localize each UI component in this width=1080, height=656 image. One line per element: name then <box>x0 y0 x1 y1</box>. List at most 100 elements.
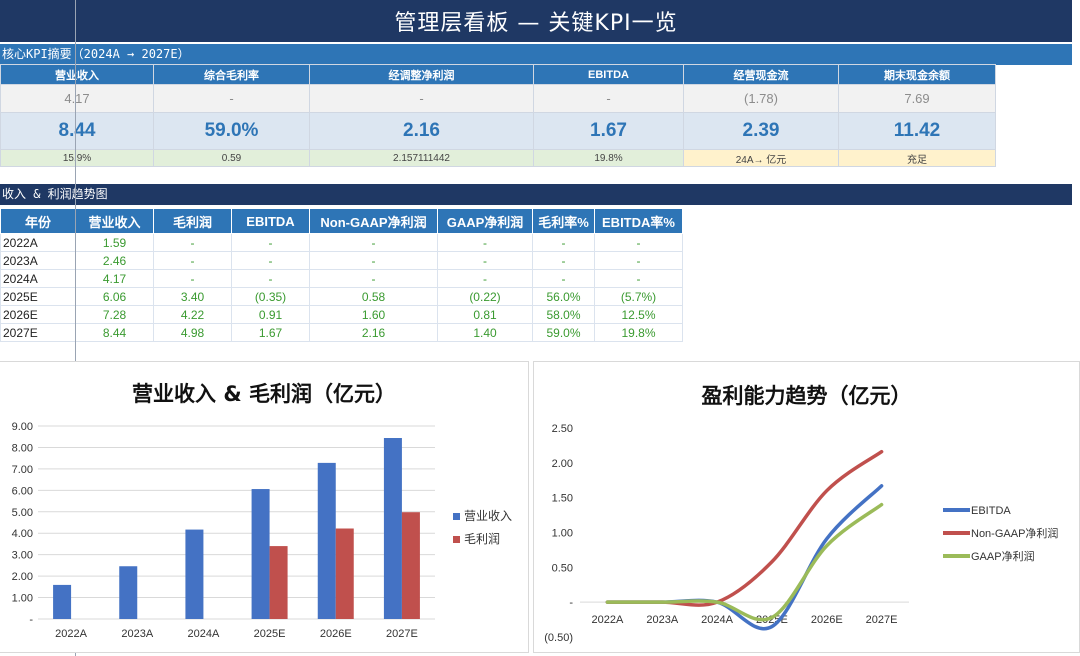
trend-value-cell[interactable]: 6.06 <box>75 287 154 306</box>
trend-value-cell[interactable]: 59.0% <box>532 323 595 342</box>
trend-value-cell[interactable]: 4.17 <box>75 269 154 288</box>
trend-value-cell[interactable]: - <box>594 269 683 288</box>
trend-value-cell[interactable]: - <box>437 269 533 288</box>
table-row: 2026E 7.28 4.22 0.91 1.60 0.81 58.0% 12.5% <box>0 305 683 324</box>
trend-value-cell[interactable]: 0.58 <box>309 287 438 306</box>
trend-value-cell[interactable]: - <box>153 251 232 270</box>
table-row: 2022A 1.59- - - - - - <box>0 233 683 252</box>
trend-value-cell[interactable]: - <box>437 233 533 252</box>
kpi-section-label: 核心KPI摘要（2024A → 2027E） <box>0 44 1072 65</box>
trend-year-cell[interactable]: 2027E <box>0 323 76 342</box>
trend-value-cell[interactable]: (0.35) <box>231 287 310 306</box>
kpi-current-cell[interactable]: 11.42 <box>838 112 996 150</box>
freeze-pane-line <box>75 0 76 656</box>
trend-header-ebitda-margin[interactable]: EBITDA率% <box>594 208 683 234</box>
kpi-prev-cell[interactable]: (1.78) <box>683 84 839 113</box>
trend-header-gross-margin[interactable]: 毛利率% <box>532 208 595 234</box>
kpi-prev-cell[interactable]: - <box>153 84 310 113</box>
legend-label: 营业收入 <box>464 509 512 523</box>
kpi-current-cell[interactable]: 2.16 <box>309 112 534 150</box>
trend-value-cell[interactable]: - <box>309 269 438 288</box>
trend-value-cell[interactable]: 1.67 <box>231 323 310 342</box>
trend-value-cell[interactable]: - <box>231 251 310 270</box>
trend-header-year[interactable]: 年份 <box>0 208 76 234</box>
trend-value-cell[interactable]: - <box>153 233 232 252</box>
trend-value-cell[interactable]: 12.5% <box>594 305 683 324</box>
trend-value-cell[interactable]: 1.59 <box>75 233 154 252</box>
table-row: 2023A 2.46- - - - - - <box>0 251 683 270</box>
trend-value-cell[interactable]: 56.0% <box>532 287 595 306</box>
kpi-prev-cell[interactable]: 7.69 <box>838 84 996 113</box>
trend-value-cell[interactable]: - <box>309 233 438 252</box>
trend-year-cell[interactable]: 2026E <box>0 305 76 324</box>
kpi-note-cell[interactable]: 2.157111442 <box>309 149 534 167</box>
kpi-current-cell[interactable]: 1.67 <box>533 112 684 150</box>
trend-value-cell[interactable]: - <box>231 233 310 252</box>
kpi-note-cell[interactable]: 充足 <box>838 149 996 167</box>
trend-value-cell[interactable]: 8.44 <box>75 323 154 342</box>
trend-value-cell[interactable]: 3.40 <box>153 287 232 306</box>
kpi-note-cell[interactable]: 24A→ 亿元 <box>683 149 839 167</box>
trend-value-cell[interactable]: - <box>309 251 438 270</box>
trend-value-cell[interactable]: - <box>532 233 595 252</box>
trend-value-cell[interactable]: 4.22 <box>153 305 232 324</box>
trend-value-cell[interactable]: - <box>153 269 232 288</box>
trend-value-cell[interactable]: 0.91 <box>231 305 310 324</box>
trend-value-cell[interactable]: 7.28 <box>75 305 154 324</box>
trend-value-cell[interactable]: 1.40 <box>437 323 533 342</box>
kpi-header-revenue[interactable]: 营业收入 <box>0 64 154 85</box>
trend-value-cell[interactable]: - <box>231 269 310 288</box>
profitability-chart-svg: (0.50) - 0.50 1.00 1.50 2.00 2.50 2022A 2023A 202… <box>544 423 1058 644</box>
y-tick-label: 9.00 <box>12 421 33 433</box>
kpi-note-cell[interactable]: 15.9% <box>0 149 154 167</box>
trend-header-revenue[interactable]: 营业收入 <box>75 208 154 234</box>
trend-value-cell[interactable]: (0.22) <box>437 287 533 306</box>
trend-header-gaap[interactable]: GAAP净利润 <box>437 208 533 234</box>
kpi-prev-cell[interactable]: - <box>309 84 534 113</box>
trend-section-label: 收入 & 利润趋势图 <box>0 184 1072 205</box>
kpi-header-ending-cash[interactable]: 期末现金余额 <box>838 64 996 85</box>
trend-year-cell[interactable]: 2023A <box>0 251 76 270</box>
y-tick-label: - <box>29 614 33 626</box>
legend-label: Non-GAAP净利润 <box>971 526 1058 540</box>
trend-value-cell[interactable]: 2.16 <box>309 323 438 342</box>
trend-header-ebitda[interactable]: EBITDA <box>231 208 310 234</box>
table-row: 2027E 8.44 4.98 1.67 2.16 1.40 59.0% 19.8% <box>0 323 683 342</box>
trend-value-cell[interactable]: - <box>594 251 683 270</box>
kpi-note-cell[interactable]: 19.8% <box>533 149 684 167</box>
trend-value-cell[interactable]: (5.7%) <box>594 287 683 306</box>
trend-year-cell[interactable]: 2025E <box>0 287 76 306</box>
trend-value-cell[interactable]: - <box>532 251 595 270</box>
trend-header-nongaap[interactable]: Non-GAAP净利润 <box>309 208 438 234</box>
trend-value-cell[interactable]: 4.98 <box>153 323 232 342</box>
trend-year-cell[interactable]: 2024A <box>0 269 76 288</box>
kpi-header-ebitda[interactable]: EBITDA <box>533 64 684 85</box>
trend-value-cell[interactable]: 0.81 <box>437 305 533 324</box>
gaap-line <box>605 502 884 622</box>
kpi-header-operating-cashflow[interactable]: 经营现金流 <box>683 64 839 85</box>
kpi-header-gross-margin[interactable]: 综合毛利率 <box>153 64 310 85</box>
y-tick-label: 3.00 <box>12 550 33 562</box>
kpi-prev-cell[interactable]: 4.17 <box>0 84 154 113</box>
kpi-header-adjusted-net-profit[interactable]: 经调整净利润 <box>309 64 534 85</box>
profitability-chart[interactable]: 盈利能力趋势（亿元） (0.50) - 0.50 1.00 1.50 2.00 2.50 20… <box>533 361 1080 653</box>
kpi-note-cell[interactable]: 0.59 <box>153 149 310 167</box>
gross-profit-bar <box>335 528 354 619</box>
trend-value-cell[interactable]: 19.8% <box>594 323 683 342</box>
trend-value-cell[interactable]: - <box>594 233 683 252</box>
kpi-current-cell[interactable]: 2.39 <box>683 112 839 150</box>
trend-value-cell[interactable]: 2.46 <box>75 251 154 270</box>
kpi-prev-cell[interactable]: - <box>533 84 684 113</box>
trend-value-cell[interactable]: 58.0% <box>532 305 595 324</box>
kpi-current-cell[interactable]: 8.44 <box>0 112 154 150</box>
kpi-current-cell[interactable]: 59.0% <box>153 112 310 150</box>
legend-label: EBITDA <box>971 505 1011 517</box>
trend-value-cell[interactable]: - <box>437 251 533 270</box>
trend-value-cell[interactable]: - <box>532 269 595 288</box>
trend-header-gross-profit[interactable]: 毛利润 <box>153 208 232 234</box>
trend-value-cell[interactable]: 1.60 <box>309 305 438 324</box>
trend-year-cell[interactable]: 2022A <box>0 233 76 252</box>
revenue-gross-chart[interactable]: 营业收入 & 毛利润（亿元） - 1.00 2.00 3.00 4.00 5.00 6.00… <box>0 361 529 653</box>
y-tick-label: 4.00 <box>12 528 33 540</box>
x-tick-label: 2022A <box>592 614 624 626</box>
